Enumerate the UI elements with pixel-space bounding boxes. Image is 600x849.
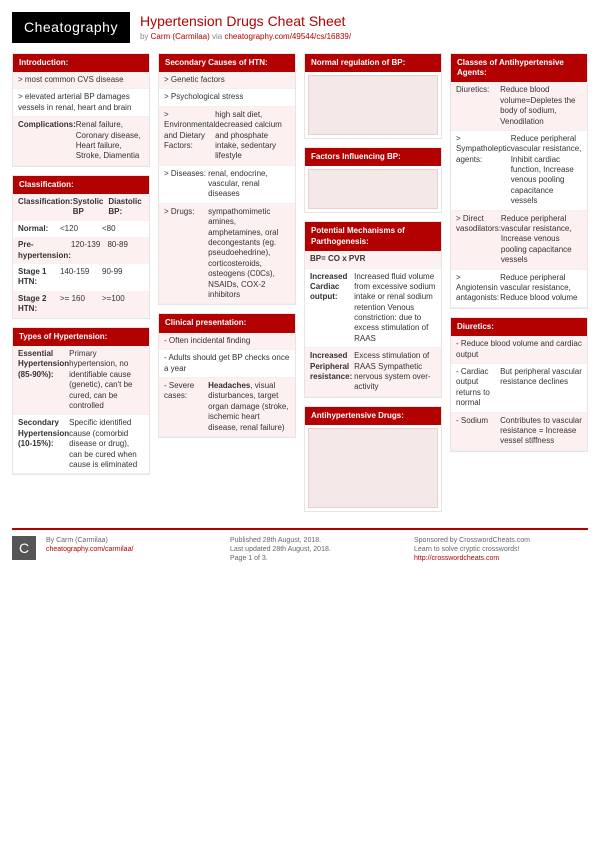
- logo: Cheatography: [12, 12, 130, 43]
- byline: by Carm (Carmilaa) via cheatography.com/…: [140, 32, 351, 42]
- factors-block: Factors Influencing BP:: [304, 147, 442, 213]
- source-link[interactable]: cheatography.com/49544/cs/16839/: [224, 32, 351, 41]
- author-url[interactable]: cheatography.com/carmilaa/: [46, 546, 133, 553]
- classification-block: Classification: Classification:Systolic …: [12, 175, 150, 319]
- mechanisms-block: Potential Mechanisms of Parthogenesis: B…: [304, 221, 442, 397]
- footer: C By Carm (Carmilaa) cheatography.com/ca…: [12, 528, 588, 563]
- types-block: Types of Hypertension: Essential Hyperte…: [12, 327, 150, 476]
- footer-logo: C: [12, 536, 36, 560]
- antihyp-block: Antihypertensive Drugs:: [304, 406, 442, 512]
- antihyp-diagram: [308, 428, 438, 508]
- secondary-block: Secondary Causes of HTN: > Genetic facto…: [158, 53, 296, 306]
- agents-block: Classes of Antihypertensive Agents: Diur…: [450, 53, 588, 309]
- factors-diagram: [308, 169, 438, 209]
- diuretics-block: Diuretics: - Reduce blood volume and car…: [450, 317, 588, 452]
- header: Cheatography Hypertension Drugs Cheat Sh…: [12, 12, 588, 43]
- author-link[interactable]: Carm (Carmilaa): [151, 32, 210, 41]
- intro-block: Introduction: > most common CVS disease …: [12, 53, 150, 167]
- sponsor-url[interactable]: http://crosswordcheats.com: [414, 555, 499, 562]
- normal-reg-block: Normal regulation of BP:: [304, 53, 442, 139]
- bp-regulation-diagram: [308, 75, 438, 135]
- page-title: Hypertension Drugs Cheat Sheet: [140, 12, 351, 30]
- clinical-block: Clinical presentation: - Often incidenta…: [158, 313, 296, 438]
